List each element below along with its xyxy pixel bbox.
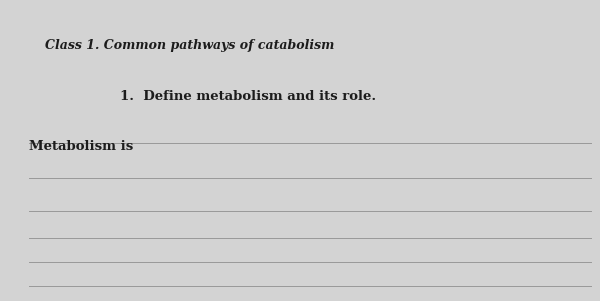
Text: Metabolism is: Metabolism is <box>29 140 133 153</box>
Text: 1.  Define metabolism and its role.: 1. Define metabolism and its role. <box>120 90 376 103</box>
Text: Class 1. Common pathways of catabolism: Class 1. Common pathways of catabolism <box>45 39 334 52</box>
